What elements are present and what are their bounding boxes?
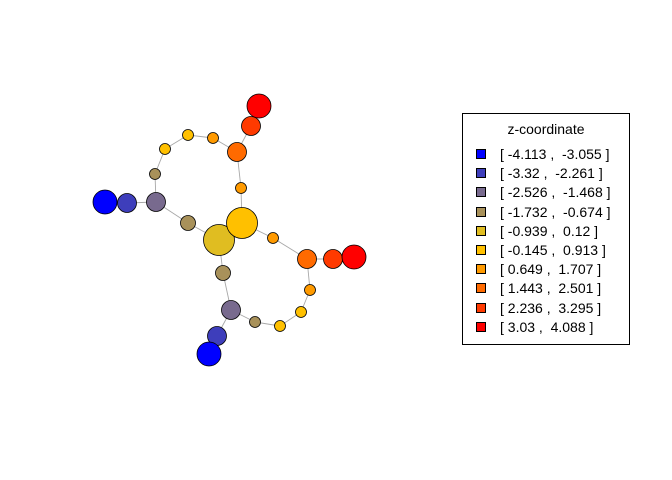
- legend-swatch: [476, 321, 486, 332]
- legend-entry: [ -3.32 , -2.261 ]: [476, 164, 603, 182]
- legend-swatch: [476, 225, 486, 236]
- graph-node: [180, 215, 196, 231]
- graph-node: [203, 224, 235, 256]
- legend-entry: [ -0.145 , 0.913 ]: [476, 241, 606, 259]
- graph-node: [323, 249, 343, 269]
- legend-swatch: [476, 264, 486, 275]
- graph-node: [182, 129, 194, 141]
- legend-entry: [ -1.732 , -0.674 ]: [476, 203, 611, 221]
- graph-node: [227, 142, 247, 162]
- graph-node: [246, 93, 272, 119]
- graph-node: [92, 189, 118, 215]
- legend-label: [ 0.649 , 1.707 ]: [500, 261, 602, 278]
- graph-node: [341, 244, 367, 270]
- graph-node: [295, 306, 307, 318]
- graph-node: [196, 341, 222, 367]
- graph-node: [149, 168, 161, 180]
- legend-entry: [ -4.113 , -3.055 ]: [476, 145, 609, 163]
- graph-node: [249, 316, 261, 328]
- legend-entry: [ 2.236 , 3.295 ]: [476, 299, 601, 317]
- legend-entry: [ -2.526 , -1.468 ]: [476, 183, 611, 201]
- legend-swatch: [476, 206, 486, 217]
- legend-entry: [ -0.939 , 0.12 ]: [476, 222, 598, 240]
- legend-label: [ -2.526 , -1.468 ]: [500, 184, 611, 201]
- legend-swatch: [476, 149, 486, 159]
- graph-nodes: [92, 93, 367, 367]
- graph-node: [274, 320, 286, 332]
- graph-node: [207, 132, 219, 144]
- legend-label: [ 3.03 , 4.088 ]: [500, 318, 594, 335]
- legend-swatch: [476, 187, 486, 198]
- legend-entry: [ 0.649 , 1.707 ]: [476, 260, 601, 278]
- legend-swatch: [476, 168, 486, 179]
- graph-node: [221, 300, 241, 320]
- graph-node: [226, 207, 258, 239]
- graph-node: [159, 143, 171, 155]
- graph-node: [267, 232, 279, 244]
- legend-swatch: [476, 302, 486, 313]
- graph-node: [235, 182, 247, 194]
- legend-label: [ -0.939 , 0.12 ]: [500, 222, 599, 239]
- graph-node: [241, 116, 261, 136]
- graph-node: [215, 265, 231, 281]
- legend-swatch: [476, 245, 486, 255]
- legend-label: [ -0.145 , 0.913 ]: [500, 242, 606, 258]
- legend-label: [ -4.113 , -3.055 ]: [500, 146, 610, 162]
- graph-node: [297, 249, 317, 269]
- legend: z-coordinate [ -4.113 , -3.055 ] [ -3.32 …: [462, 113, 630, 345]
- graph-node: [304, 284, 316, 296]
- legend-entry: [ 3.03 , 4.088 ]: [476, 318, 593, 336]
- graph-node: [146, 192, 166, 212]
- legend-label: [ 1.443 , 2.501 ]: [500, 280, 602, 297]
- graph-node: [117, 193, 137, 213]
- legend-label: [ -3.32 , -2.261 ]: [500, 165, 603, 182]
- legend-title: z-coordinate: [507, 121, 585, 137]
- legend-label: [ 2.236 , 3.295 ]: [500, 299, 602, 316]
- legend-entry: [ 1.443 , 2.501 ]: [476, 279, 601, 297]
- legend-swatch: [476, 283, 486, 294]
- legend-label: [ -1.732 , -0.674 ]: [500, 203, 611, 220]
